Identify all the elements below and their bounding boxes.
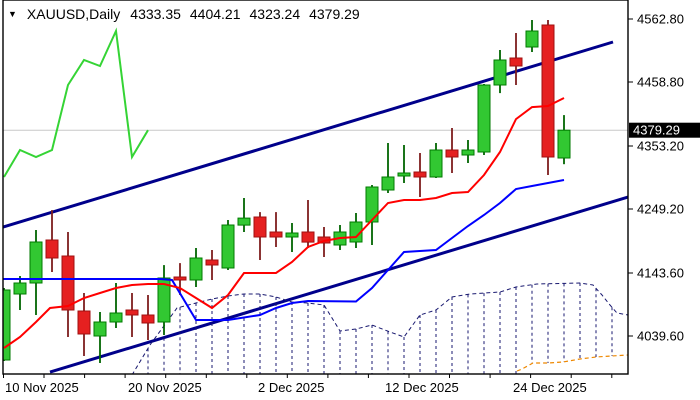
plot-border <box>2 0 629 375</box>
candle-body <box>157 277 171 323</box>
current-price-badge <box>629 122 700 138</box>
candle-body <box>29 241 43 284</box>
quote-close: 4379.29 <box>309 6 360 22</box>
candle-body <box>93 321 107 337</box>
candle-body <box>141 314 155 324</box>
trendline-channel-upper <box>3 40 614 229</box>
candle-body <box>205 259 219 266</box>
candle-body <box>461 149 475 156</box>
candle-body <box>109 312 123 323</box>
candle-body <box>189 257 203 281</box>
candle-body <box>45 239 59 259</box>
y-axis-label: 4353.20 <box>637 139 684 154</box>
x-axis-date-label: 2 Dec 2025 <box>258 380 325 395</box>
candle-body <box>541 24 555 158</box>
quote-low: 4323.24 <box>249 6 301 22</box>
candle-body <box>493 59 507 86</box>
candle-body <box>445 149 459 158</box>
candle-body <box>557 129 571 159</box>
y-axis-label: 4143.60 <box>637 266 684 281</box>
candle-body <box>253 216 267 238</box>
x-axis-date-label: 10 Nov 2025 <box>5 380 79 395</box>
candle-body <box>397 172 411 177</box>
x-axis-date-label: 12 Dec 2025 <box>385 380 459 395</box>
kijun-sen-line <box>3 179 565 321</box>
chikou-span-line <box>3 27 149 178</box>
candle-body <box>285 232 299 238</box>
current-price-badge-label: 4379.29 <box>633 123 680 138</box>
quote-open: 4333.35 <box>130 6 181 22</box>
symbol-period-label: XAUUSD,Daily <box>26 6 121 22</box>
candle-body <box>509 57 523 67</box>
candle-body <box>173 276 187 281</box>
candle-body <box>61 255 75 311</box>
candle-body <box>77 310 91 335</box>
chart-title-bar: ▼ XAUUSD,Daily 4333.35 4404.21 4323.24 4… <box>8 6 369 22</box>
quote-high: 4404.21 <box>189 6 241 22</box>
candle-body <box>381 176 395 191</box>
symbol-dropdown-icon[interactable]: ▼ <box>8 8 17 19</box>
candle-body <box>221 224 235 269</box>
kumo-lower-boundary <box>516 354 628 372</box>
candle-body <box>413 171 427 178</box>
tenkan-sen-line <box>3 97 565 349</box>
candle-body <box>13 282 27 295</box>
trendline-channel-lower <box>49 195 628 374</box>
plot-area <box>3 20 628 374</box>
candle-body <box>125 309 139 316</box>
y-axis-label: 4458.80 <box>637 75 684 90</box>
candle-body <box>365 186 379 223</box>
candle-body <box>429 149 443 178</box>
candle-body <box>301 231 315 243</box>
kumo-upper-boundary <box>132 282 628 374</box>
x-axis-date-label: 20 Nov 2025 <box>128 380 202 395</box>
y-axis-label: 4562.80 <box>637 12 684 27</box>
x-axis-date-label: 24 Dec 2025 <box>513 380 587 395</box>
y-axis-label: 4039.60 <box>637 329 684 344</box>
candle-body <box>269 231 283 238</box>
candle-body <box>3 289 11 361</box>
candle-body <box>525 30 539 48</box>
y-axis-label: 4249.20 <box>637 202 684 217</box>
candle-body <box>477 84 491 153</box>
candle-body <box>237 217 251 226</box>
